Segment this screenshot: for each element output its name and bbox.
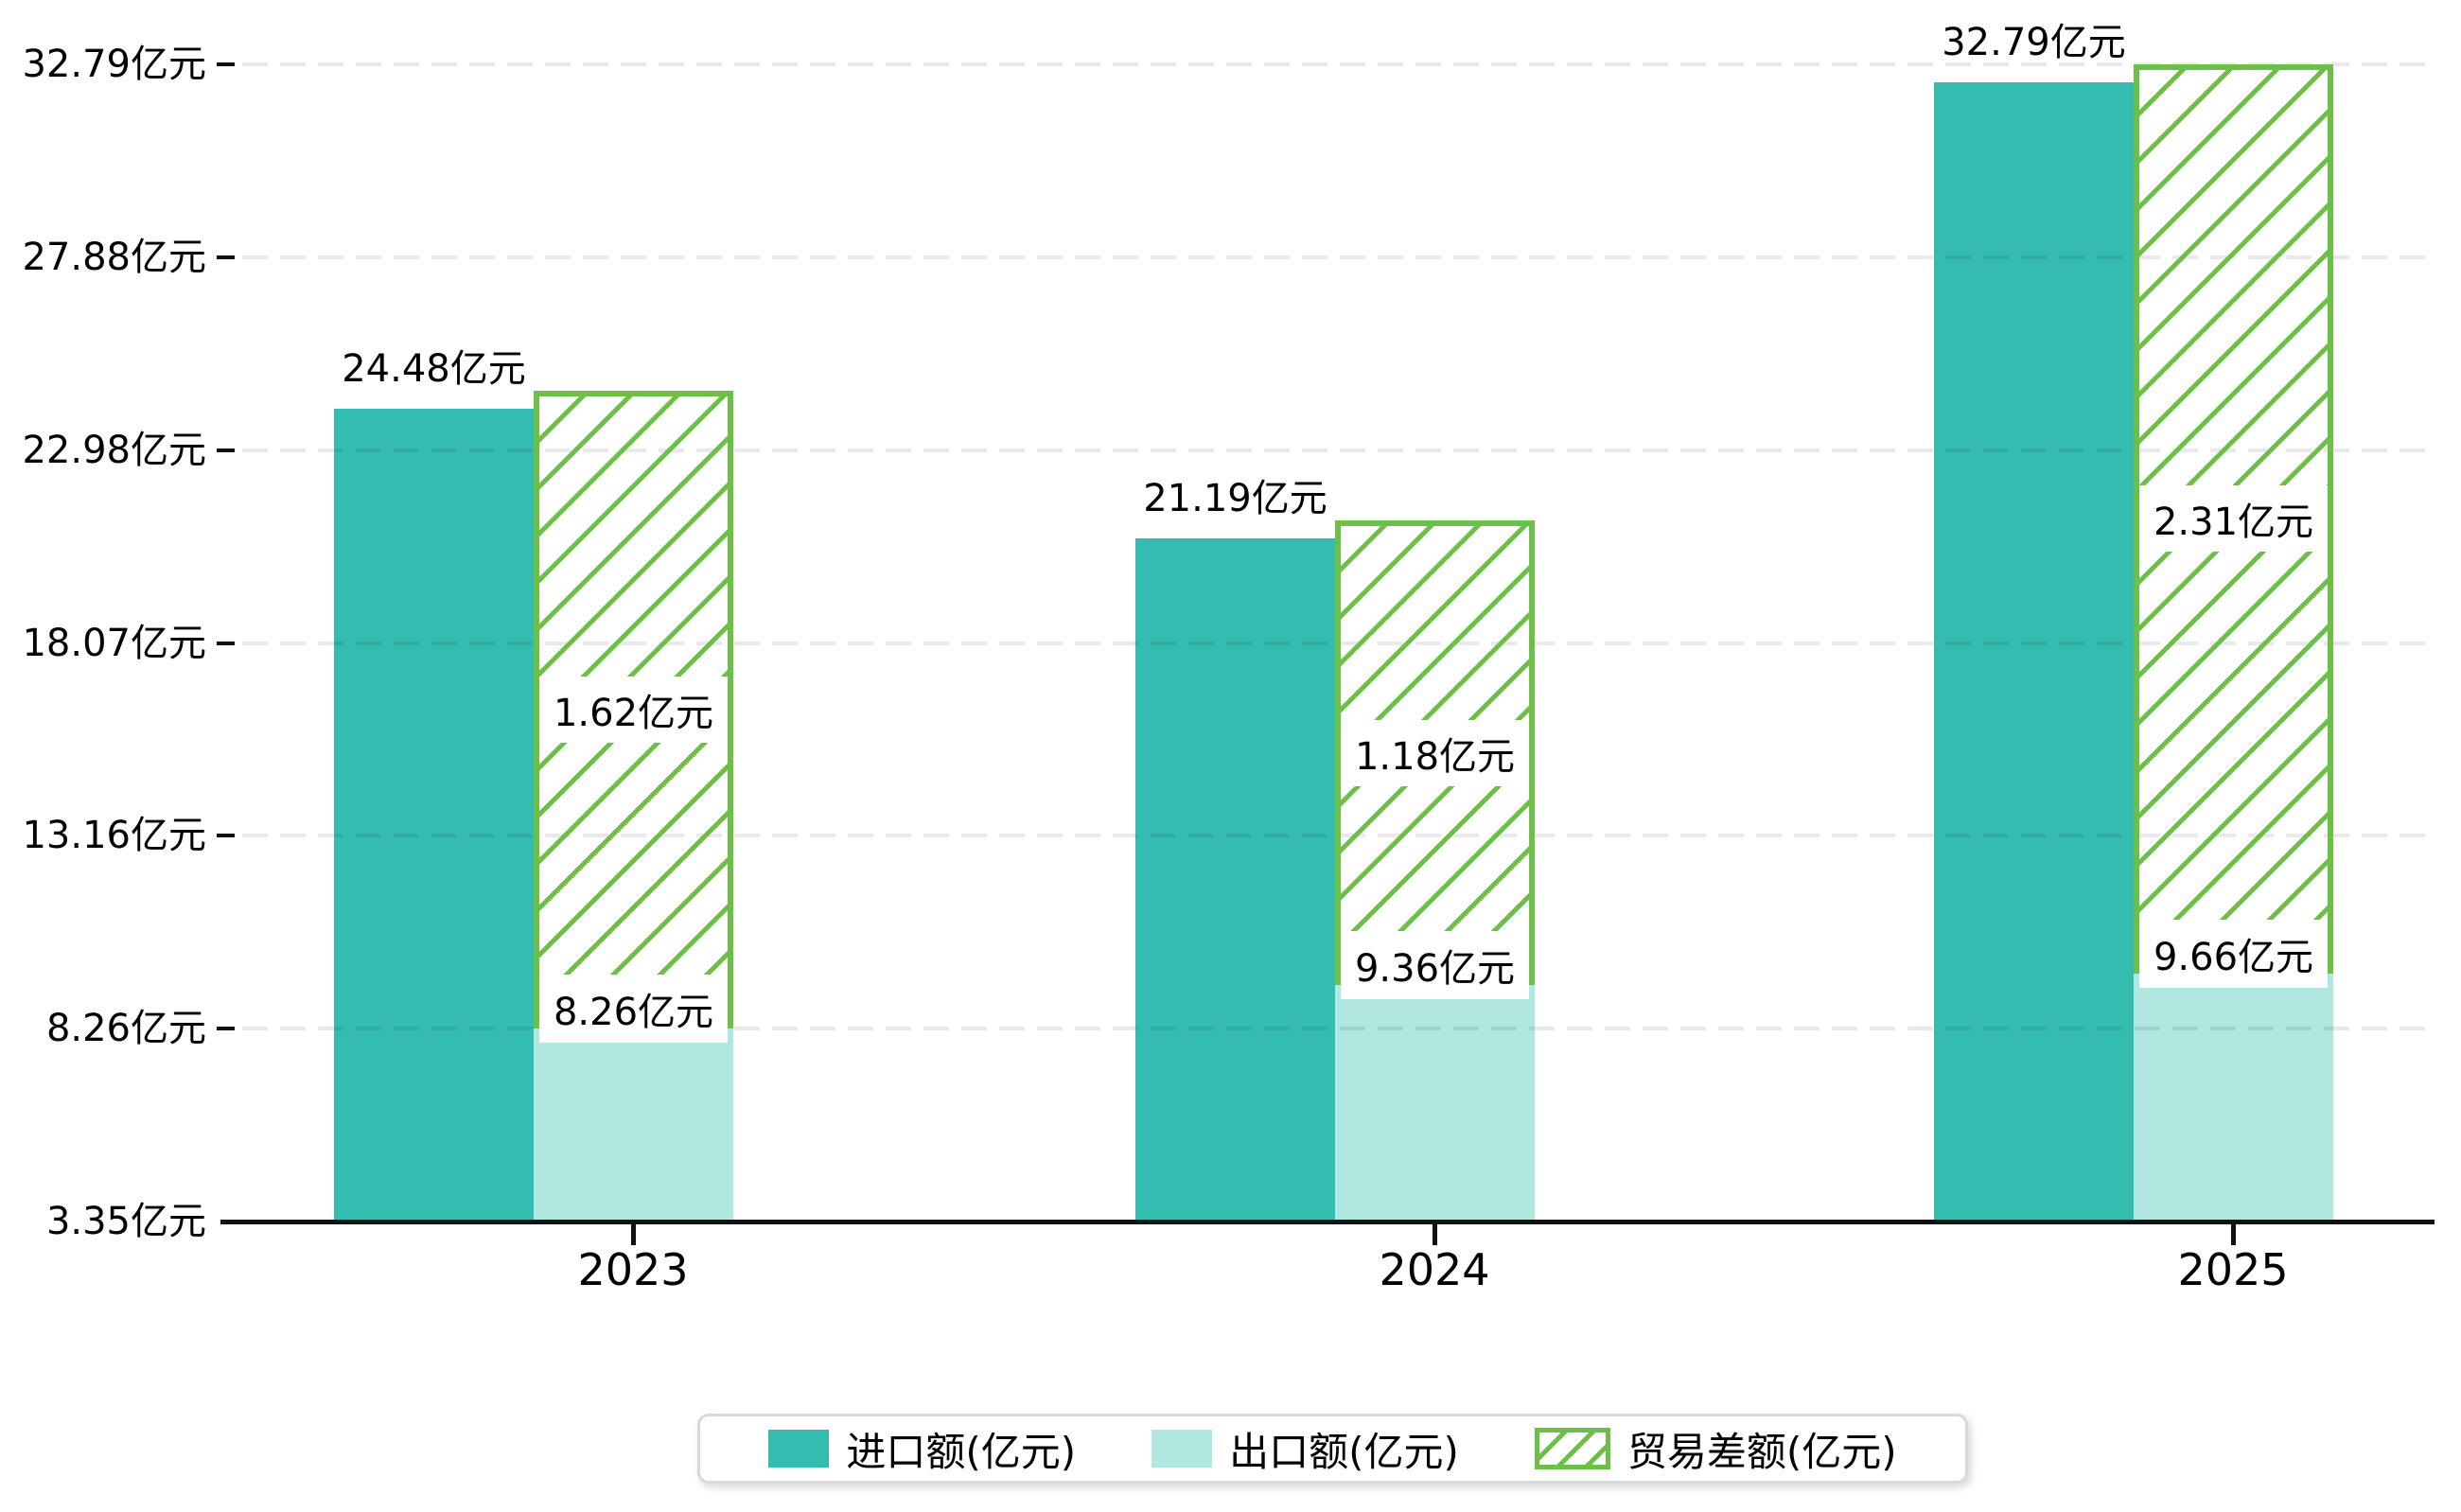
gridline xyxy=(242,1027,2435,1031)
import-bar-2023[interactable] xyxy=(334,409,534,1222)
export-value-label-2024: 9.36亿元 xyxy=(1341,931,1529,1000)
import-value-label-2023: 24.48亿元 xyxy=(342,347,526,392)
import-swatch-icon xyxy=(768,1430,830,1468)
x-axis-tick-mark xyxy=(2231,1224,2236,1245)
legend-label-trade-balance: 贸易差额(亿元) xyxy=(1626,1428,1897,1475)
trade-balance-value-label-2025: 2.31亿元 xyxy=(2139,485,2328,553)
trade-balance-hatched-swatch-icon xyxy=(1534,1428,1610,1469)
legend-item-trade-balance[interactable]: 贸易差额(亿元) xyxy=(1534,1420,1897,1478)
y-axis-tick-mark xyxy=(217,448,235,452)
legend-item-import[interactable]: 进口额(亿元) xyxy=(768,1420,1076,1478)
y-axis-tick-mark xyxy=(217,834,235,838)
gridline xyxy=(242,255,2435,259)
export-bar-2024[interactable] xyxy=(1335,985,1535,1222)
export-bar-2025[interactable] xyxy=(2134,973,2333,1222)
gridline xyxy=(242,62,2435,66)
y-axis-tick-label: 8.26亿元 xyxy=(45,1007,206,1051)
import-value-label-2024: 21.19亿元 xyxy=(1143,476,1327,520)
x-axis-label-2023: 2023 xyxy=(577,1244,689,1295)
x-axis-label-2024: 2024 xyxy=(1379,1244,1490,1295)
x-axis-tick-mark xyxy=(631,1224,636,1245)
import-value-label-2025: 32.79亿元 xyxy=(1942,21,2126,64)
y-axis-tick-mark xyxy=(217,1027,235,1031)
y-axis-tick-label: 13.16亿元 xyxy=(22,814,206,858)
y-axis-tick-mark xyxy=(217,641,235,645)
gridline xyxy=(242,448,2435,452)
import-bar-2025[interactable] xyxy=(1934,82,2134,1222)
x-axis-label-2025: 2025 xyxy=(2177,1244,2289,1295)
trade-balance-value-label-2023: 1.62亿元 xyxy=(539,677,728,744)
export-bar-2023[interactable] xyxy=(534,1029,733,1222)
import-bar-2024[interactable] xyxy=(1135,537,1335,1222)
legend-label-export: 出口额(亿元) xyxy=(1229,1428,1459,1475)
legend: 进口额(亿元) 出口额(亿元) 贸易差额(亿元) xyxy=(697,1414,1968,1484)
y-axis-tick-mark xyxy=(217,255,235,259)
y-axis-tick-label: 18.07亿元 xyxy=(22,621,206,665)
y-axis-tick-label: 22.98亿元 xyxy=(22,428,206,472)
y-axis-tick-label: 32.79亿元 xyxy=(22,43,206,86)
y-axis-tick-mark xyxy=(217,62,235,66)
y-axis-tick-label: 27.88亿元 xyxy=(22,235,206,279)
export-value-label-2025: 9.66亿元 xyxy=(2139,919,2328,988)
x-axis-line xyxy=(220,1220,2435,1224)
y-axis-tick-label: 3.35亿元 xyxy=(45,1200,206,1243)
legend-label-import: 进口额(亿元) xyxy=(846,1428,1077,1475)
legend-item-export[interactable]: 出口额(亿元) xyxy=(1151,1420,1459,1478)
export-swatch-icon xyxy=(1151,1430,1213,1468)
export-value-label-2023: 8.26亿元 xyxy=(539,975,728,1044)
x-axis-tick-mark xyxy=(1433,1224,1437,1245)
trade-balance-value-label-2024: 1.18亿元 xyxy=(1341,719,1529,786)
